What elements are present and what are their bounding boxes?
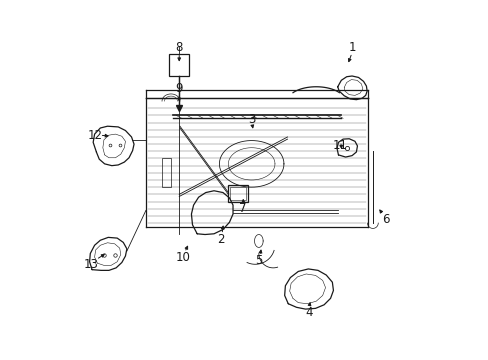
Text: 6: 6 xyxy=(382,213,389,226)
Text: 10: 10 xyxy=(176,251,191,264)
Bar xyxy=(169,54,189,76)
Text: 12: 12 xyxy=(87,129,102,142)
Text: 5: 5 xyxy=(255,254,262,267)
Text: 2: 2 xyxy=(217,233,224,246)
Bar xyxy=(228,185,247,202)
Text: 11: 11 xyxy=(332,139,347,152)
Text: 8: 8 xyxy=(175,41,183,54)
Text: 1: 1 xyxy=(347,41,355,54)
Text: 7: 7 xyxy=(239,202,246,215)
Text: 9: 9 xyxy=(175,82,183,95)
Text: 3: 3 xyxy=(247,113,255,126)
Bar xyxy=(162,158,171,187)
Text: 13: 13 xyxy=(84,258,99,271)
Text: 4: 4 xyxy=(305,306,312,319)
Bar xyxy=(230,187,246,201)
